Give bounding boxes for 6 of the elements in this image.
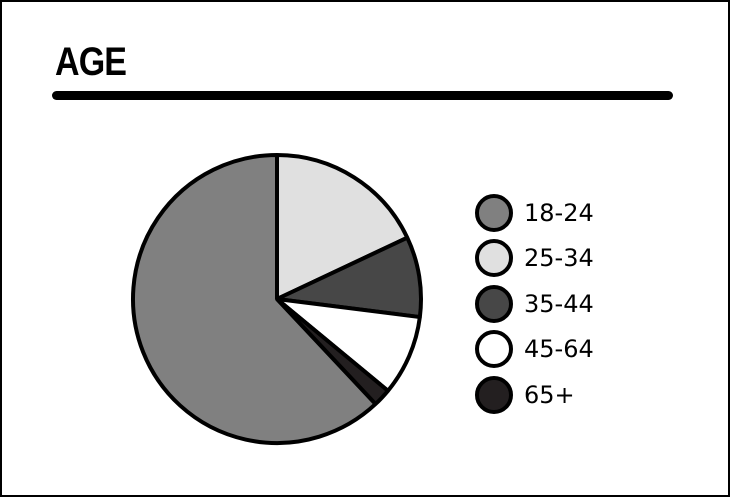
legend-label: 65+: [524, 380, 575, 409]
legend-label: 45-64: [524, 335, 594, 364]
legend-label: 35-44: [524, 290, 594, 318]
legend-label: 18-24: [524, 198, 594, 227]
legend-label: 25-34: [524, 244, 594, 272]
chart-title: AGE: [55, 40, 126, 85]
